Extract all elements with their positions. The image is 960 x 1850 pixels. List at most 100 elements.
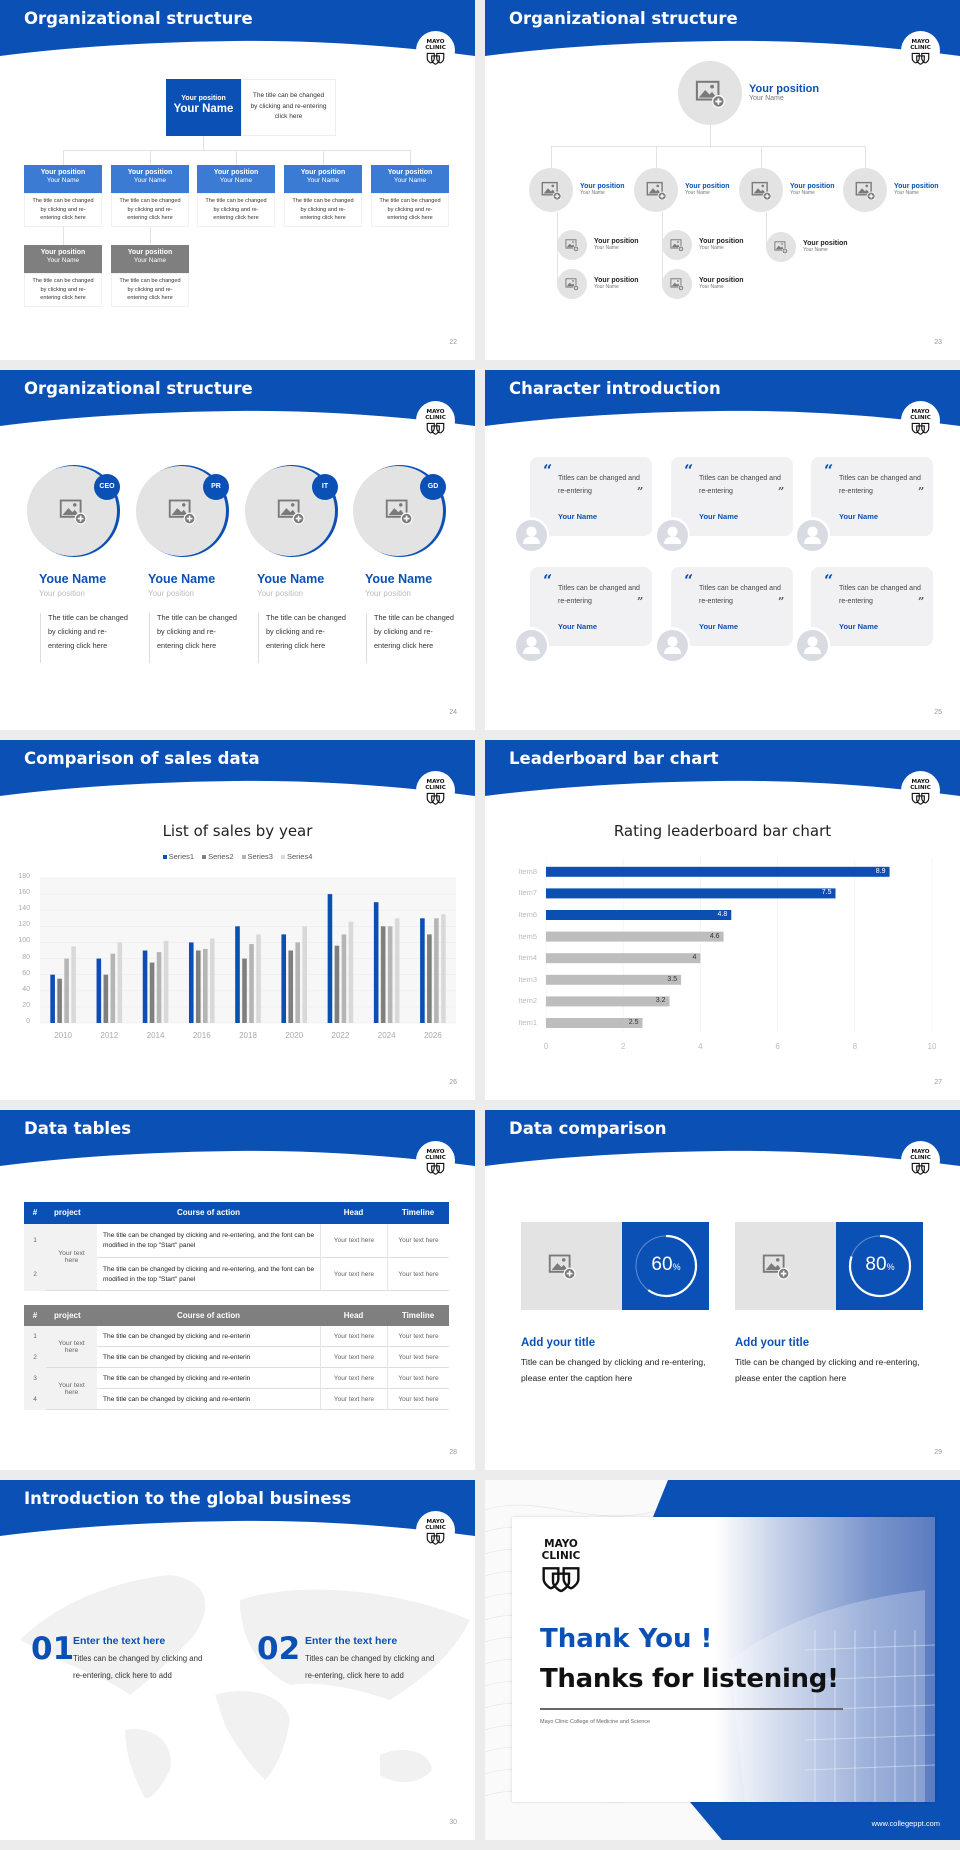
x-tick-label: 2018 [239, 1031, 257, 1040]
photo-circle[interactable] [739, 168, 783, 212]
testimonial-card[interactable] [530, 567, 652, 646]
image-placeholder-icon[interactable] [774, 240, 788, 254]
position-label: Your position [594, 238, 639, 245]
photo-circle[interactable] [529, 168, 573, 212]
testimonial-card[interactable] [811, 567, 933, 646]
bar-item3 [546, 974, 682, 985]
image-placeholder-icon[interactable] [565, 277, 579, 291]
sales-chart [40, 877, 456, 1024]
image-placeholder-icon[interactable] [59, 497, 87, 525]
photo-circle[interactable] [557, 269, 587, 299]
position-block: Your position Your Name [803, 240, 848, 253]
bar-series4-2024 [394, 918, 400, 1023]
testimonial-card[interactable] [811, 457, 933, 536]
name-label: Your Name [594, 245, 619, 251]
image-placeholder-icon[interactable] [277, 497, 305, 525]
table-header-cell: # [24, 1202, 46, 1224]
image-placeholder-icon[interactable] [670, 238, 684, 252]
connector-line [656, 146, 657, 168]
bar-series1-2010 [50, 974, 55, 1023]
table-header-cell: # [24, 1305, 46, 1326]
bar-item1 [546, 1018, 643, 1028]
legend-item: Series2 [202, 852, 234, 861]
member-card[interactable]: Your position Your Name The title can be c… [371, 165, 449, 227]
y-tick-label: 60 [22, 969, 30, 977]
table-row[interactable] [24, 1258, 449, 1291]
photo-circle[interactable] [557, 230, 587, 260]
photo-circle[interactable] [843, 168, 887, 212]
position-block: Your position Your Name [580, 183, 625, 196]
eurasia [240, 1589, 470, 1700]
table-row[interactable] [24, 1224, 449, 1258]
window-frame [804, 1734, 936, 1741]
image-placeholder-icon[interactable] [695, 78, 725, 108]
image-placeholder-icon[interactable] [646, 180, 667, 201]
bar-item7 [546, 888, 836, 899]
image-panel[interactable] [521, 1222, 622, 1310]
leaderboard-chart [545, 858, 933, 1032]
open-quote-icon: “ [543, 461, 553, 480]
image-placeholder-icon[interactable] [762, 1252, 790, 1280]
connector-line [63, 150, 64, 165]
table-header-cell: Timeline [387, 1202, 449, 1224]
member-card[interactable]: Your position Your Name The title can be c… [24, 245, 102, 307]
logo-text: MAYO CLINIC [425, 39, 446, 51]
slide-23: Organizational structure MAYO CLINIC 23 You… [485, 0, 960, 360]
legend-label: Series4 [286, 852, 313, 861]
position-block: Your position Your Name [685, 183, 730, 196]
shield-icon [911, 1162, 930, 1175]
table-header-cell: Timeline [387, 1305, 449, 1326]
member-card[interactable]: Your position Your Name The title can be c… [284, 165, 362, 227]
table-row[interactable] [24, 1347, 449, 1368]
bar-series3-2016 [202, 948, 208, 1023]
image-placeholder-icon[interactable] [565, 238, 579, 252]
name-label: Your Name [699, 245, 724, 251]
progress-ring [634, 1234, 698, 1298]
timeline-cell: Your text here [387, 1347, 449, 1368]
slide-title: Organizational structure [509, 9, 738, 28]
photo-circle[interactable] [662, 269, 692, 299]
connector-line [865, 146, 866, 168]
slide-title: Comparison of sales data [24, 749, 260, 768]
table-row[interactable] [24, 1326, 449, 1347]
bar-series4-2010 [71, 946, 76, 1023]
image-placeholder-icon[interactable] [168, 497, 196, 525]
image-placeholder-icon[interactable] [855, 180, 876, 201]
bar-series2-2024 [380, 926, 386, 1023]
image-placeholder-icon[interactable] [670, 277, 684, 291]
bar-value-label: 3.5 [667, 975, 678, 983]
image-placeholder-icon[interactable] [751, 180, 772, 201]
testimonial-card[interactable] [530, 457, 652, 536]
role-badge-text: CEO [99, 483, 115, 490]
top-position-box[interactable]: Your position Your Name [166, 79, 241, 136]
photo-circle[interactable] [662, 230, 692, 260]
image-panel[interactable] [735, 1222, 836, 1310]
photo-circle[interactable] [678, 61, 742, 125]
project-group-cell: Your text here [46, 1224, 97, 1291]
member-card[interactable]: Your position Your Name The title can be c… [111, 165, 189, 227]
photo-circle[interactable] [634, 168, 678, 212]
table-row[interactable] [24, 1389, 449, 1410]
member-card[interactable]: Your position Your Name The title can be c… [24, 165, 102, 227]
member-card[interactable]: Your position Your Name The title can be c… [111, 245, 189, 307]
role-badge-text: IT [321, 483, 329, 490]
member-card[interactable]: Your position Your Name The title can be c… [197, 165, 275, 227]
position-label: Your position [40, 169, 86, 176]
image-placeholder-icon[interactable] [541, 180, 562, 201]
image-placeholder-icon[interactable] [548, 1252, 576, 1280]
table-row[interactable] [24, 1368, 449, 1389]
name-label: Your Name [685, 190, 710, 196]
person-position: Your position [257, 589, 303, 598]
testimonial-card[interactable] [671, 457, 793, 536]
bar-series3-2024 [387, 926, 393, 1023]
x-tick-label: 10 [927, 1042, 937, 1051]
testimonial-card[interactable] [671, 567, 793, 646]
member-header: Your position Your Name [111, 165, 189, 193]
item-title: Enter the text here [305, 1635, 398, 1647]
chart-title: Rating leaderboard bar chart [613, 822, 832, 840]
website-link[interactable]: www.collegeppt.com [871, 1819, 940, 1828]
name-label: Your Name [894, 190, 919, 196]
bar-item5 [546, 931, 724, 942]
photo-circle[interactable] [766, 232, 796, 262]
image-placeholder-icon[interactable] [385, 497, 413, 525]
